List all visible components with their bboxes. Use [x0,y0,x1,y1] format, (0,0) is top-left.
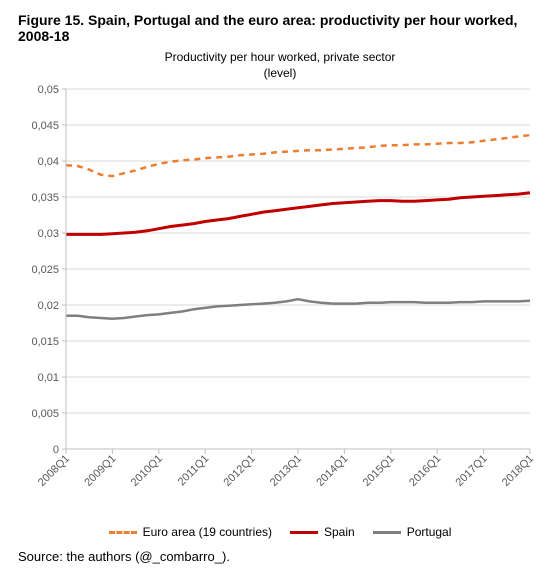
chart-title-line1: Productivity per hour worked, private se… [165,50,396,64]
svg-text:2016Q1: 2016Q1 [407,453,443,489]
svg-text:0,025: 0,025 [31,264,59,276]
svg-text:0,045: 0,045 [31,120,59,132]
legend: Euro area (19 countries) Spain Portugal [18,525,542,539]
svg-text:2018Q1: 2018Q1 [500,453,536,489]
svg-text:0,04: 0,04 [38,156,59,168]
svg-text:2011Q1: 2011Q1 [176,453,212,489]
legend-swatch-spain [290,531,318,534]
svg-text:2008Q1: 2008Q1 [36,453,72,489]
chart-title-line2: (level) [264,66,297,80]
legend-label-euro-area: Euro area (19 countries) [143,525,272,539]
svg-text:2009Q1: 2009Q1 [82,453,118,489]
svg-text:2010Q1: 2010Q1 [129,453,165,489]
legend-swatch-portugal [373,531,401,534]
legend-swatch-euro-area [109,531,137,534]
source-text: Source: the authors (@_combarro_). [18,549,542,564]
legend-item-portugal: Portugal [373,525,452,539]
legend-label-portugal: Portugal [407,525,452,539]
svg-text:0,02: 0,02 [38,300,59,312]
svg-text:2013Q1: 2013Q1 [268,453,304,489]
svg-text:0,005: 0,005 [31,408,59,420]
svg-text:0,035: 0,035 [31,192,59,204]
svg-text:0,015: 0,015 [31,336,59,348]
chart-area: 0 0,005 0,01 0,015 0,02 0,025 0,03 0,035 0,04 0,0… [18,83,542,523]
svg-text:0,05: 0,05 [38,84,59,96]
chart-title: Productivity per hour worked, private se… [18,50,542,81]
legend-label-spain: Spain [324,525,355,539]
legend-item-euro-area: Euro area (19 countries) [109,525,272,539]
svg-text:2015Q1: 2015Q1 [361,453,397,489]
svg-text:0,01: 0,01 [38,372,59,384]
svg-text:0,03: 0,03 [38,228,59,240]
figure-title: Figure 15. Spain, Portugal and the euro … [18,12,542,44]
svg-text:0: 0 [53,444,59,456]
legend-item-spain: Spain [290,525,355,539]
svg-text:2017Q1: 2017Q1 [454,453,490,489]
chart-svg: 0 0,005 0,01 0,015 0,02 0,025 0,03 0,035 0,04 0,0… [18,83,542,523]
svg-text:2012Q1: 2012Q1 [222,453,258,489]
svg-text:2014Q1: 2014Q1 [314,453,350,489]
